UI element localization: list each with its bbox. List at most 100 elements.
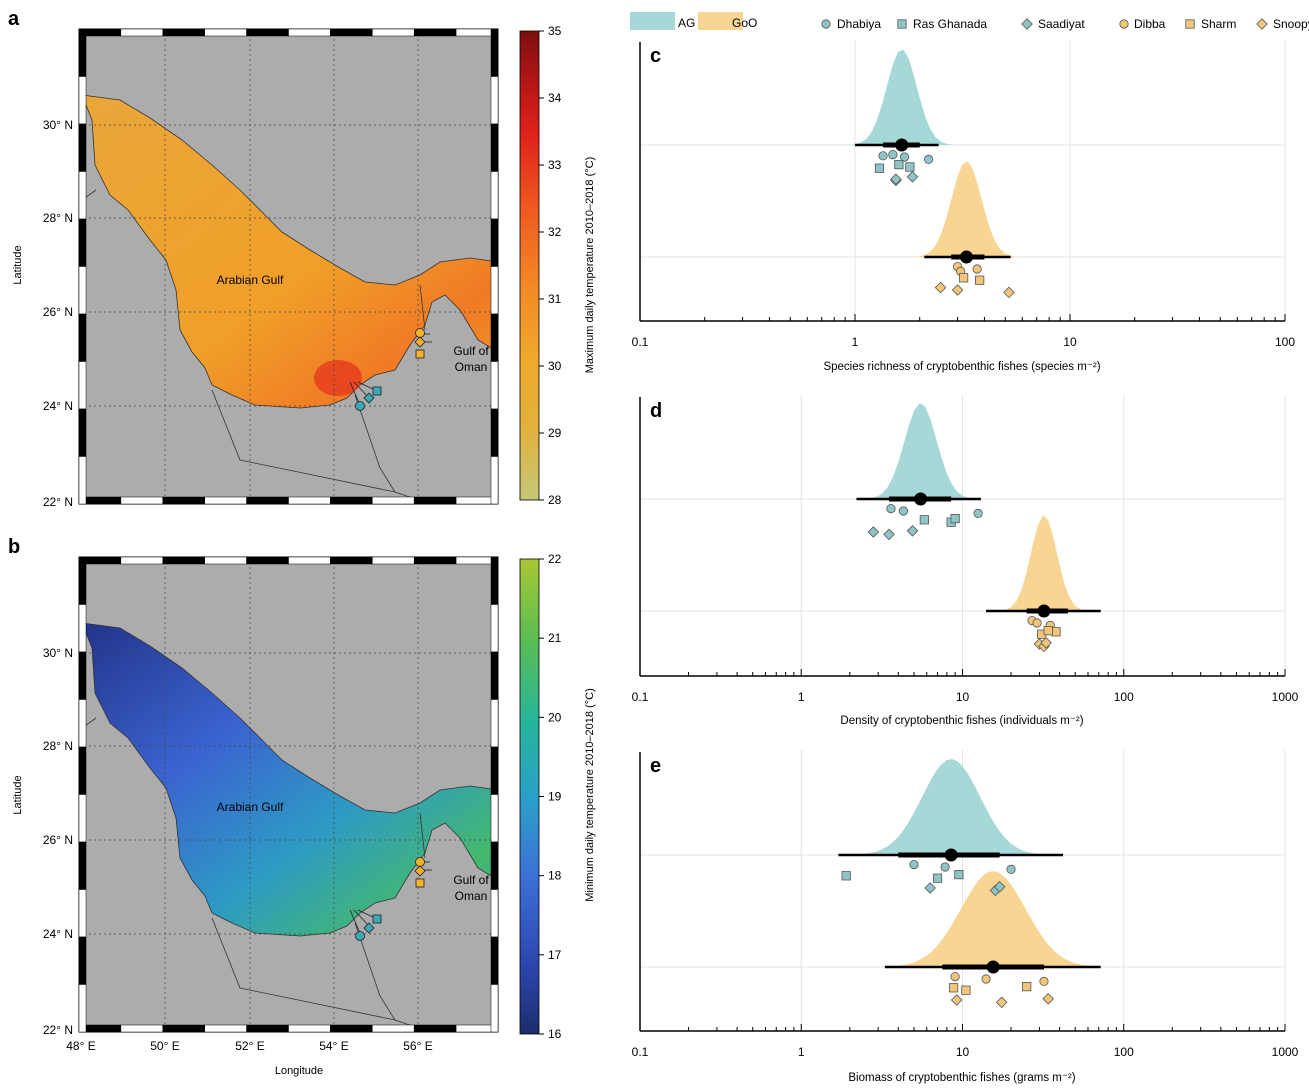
map-border-segment xyxy=(246,496,289,505)
site-point-goo-square xyxy=(1022,982,1032,992)
site-point-goo-square xyxy=(1051,627,1061,637)
panel-a-colorbar: 28 29 30 31 32 33 34 35 Maximum daily temperatu… xyxy=(519,24,596,507)
legend: AG GoO Dhabiya Ras Ghanada Saadiyat Dibba Shar… xyxy=(630,12,1309,31)
map-border-segment xyxy=(372,28,415,37)
legend-marker-snoopy xyxy=(1256,18,1268,30)
map-border-segment xyxy=(78,841,87,890)
map-a-borders xyxy=(81,189,431,505)
map-border-segment xyxy=(490,266,499,315)
x-tick-label: 10 xyxy=(956,1045,970,1059)
map-border-segment xyxy=(162,496,205,505)
x-tick-label: 0.1 xyxy=(632,1045,649,1059)
legend-swatch-goo xyxy=(698,12,743,30)
map-border-segment xyxy=(78,794,87,843)
lat-tick-label: 26° N xyxy=(43,305,73,319)
map-border-segment xyxy=(162,556,205,565)
colorbar-tick-label: 29 xyxy=(548,426,562,440)
site-point-goo-circle xyxy=(972,264,982,274)
mean-point-ag xyxy=(895,138,909,152)
map-border-segment xyxy=(413,496,457,505)
lat-tick-label: 24° N xyxy=(43,399,73,413)
site-point-ag-square xyxy=(874,163,885,173)
density-goo xyxy=(640,871,1285,967)
legend-label-sharm: Sharm xyxy=(1201,17,1236,31)
site-point-goo-diamond xyxy=(950,994,963,1006)
site-point-ag-square xyxy=(894,159,904,170)
map-border-segment xyxy=(413,556,457,565)
site-point-ag-diamond xyxy=(883,528,895,541)
colorbar-b-label: Minimum daily temperature 2010–2018 (°C) xyxy=(584,688,596,902)
lat-tick-label: 30° N xyxy=(43,118,73,132)
map-border-segment xyxy=(204,1024,247,1033)
site-point-ag-diamond xyxy=(890,173,902,185)
panel-b-label: b xyxy=(8,536,20,558)
x-tick-label: 1000 xyxy=(1272,690,1299,704)
map-border-segment xyxy=(78,746,87,795)
site-point-goo-circle xyxy=(1039,976,1049,987)
panel-b-colorbar: 16 17 18 19 20 21 22 Minimum daily temperature… xyxy=(519,552,596,1041)
colorbar-b xyxy=(519,558,540,1035)
colorbar-tick-label: 19 xyxy=(548,790,562,804)
legend-label-ag: AG xyxy=(678,16,695,30)
map-border-segment xyxy=(330,556,373,565)
map-border-segment xyxy=(78,266,87,315)
map-border-segment xyxy=(78,604,87,653)
map-b-site-markers xyxy=(349,857,432,941)
map-border-segment xyxy=(246,1024,289,1033)
lon-tick-label: 52° E xyxy=(235,1039,264,1053)
map-border-segment xyxy=(372,556,415,565)
legend-label-dhabiya: Dhabiya xyxy=(837,17,881,31)
map-border-segment xyxy=(78,699,87,748)
site-point-ag-square xyxy=(841,871,851,881)
site-point-ag-circle xyxy=(973,508,983,519)
x-tick-label: 0.1 xyxy=(632,690,649,704)
colorbar-tick-label: 22 xyxy=(548,552,562,566)
x-tick-label: 100 xyxy=(1114,690,1134,704)
map-border-segment xyxy=(490,889,499,938)
legend-marker-sharm xyxy=(1185,19,1195,29)
site-point-goo-circle xyxy=(950,971,960,982)
map-border-segment xyxy=(78,218,87,267)
map-border-segment xyxy=(490,936,499,985)
map-b-borders xyxy=(81,717,431,1033)
site-point-goo-square xyxy=(975,275,985,285)
map-border-segment xyxy=(330,1024,373,1033)
map-border-segment xyxy=(120,28,164,37)
site-point-goo-diamond xyxy=(995,996,1008,1009)
x-tick-label: 0.1 xyxy=(632,335,649,349)
region-label-gulf-of-oman-b2: Oman xyxy=(455,889,488,903)
site-point-ag-square xyxy=(950,514,960,524)
colorbar-tick-label: 18 xyxy=(548,869,562,883)
map-b-grid xyxy=(79,557,498,1032)
site-point-goo-square xyxy=(961,985,971,995)
colorbar-a-label: Maximum daily temperature 2010–2018 (°C) xyxy=(584,157,596,374)
map-a-grid xyxy=(79,29,498,504)
panel-e: 0.1 1 10 100 1000 Biomass of cryptobenthic fi… xyxy=(632,750,1299,1084)
map-border-segment xyxy=(490,76,499,125)
region-label-gulf-of-oman-1: Gulf of xyxy=(453,344,489,358)
map-border-segment xyxy=(78,651,87,700)
map-border-segment xyxy=(120,1024,164,1033)
site-point-ag-circle xyxy=(888,150,898,160)
site-point-ag-circle xyxy=(924,154,934,164)
density-ag xyxy=(640,49,1285,145)
panel-a-label: a xyxy=(8,8,20,30)
legend-label-snoopy: Snoopy xyxy=(1273,17,1309,31)
legend-label-saadiyat: Saadiyat xyxy=(1038,17,1085,31)
map-border-segment xyxy=(490,841,499,890)
map-a-site-markers xyxy=(349,328,432,411)
mean-point-goo xyxy=(959,250,973,264)
map-border-segment xyxy=(288,1024,331,1033)
site-point-goo-diamond xyxy=(951,284,964,296)
site-point-ag-circle xyxy=(940,862,950,872)
site-point-ag-diamond xyxy=(924,882,936,894)
site-point-goo-square xyxy=(1043,626,1053,636)
map-border-segment xyxy=(78,408,87,457)
map-border-segment xyxy=(78,123,87,172)
mean-point-ag xyxy=(914,492,928,506)
site-point-goo-diamond xyxy=(1042,993,1054,1005)
mean-point-ag xyxy=(944,848,958,862)
map-border-segment xyxy=(204,556,247,565)
lat-tick-label: 28° N xyxy=(43,211,73,225)
